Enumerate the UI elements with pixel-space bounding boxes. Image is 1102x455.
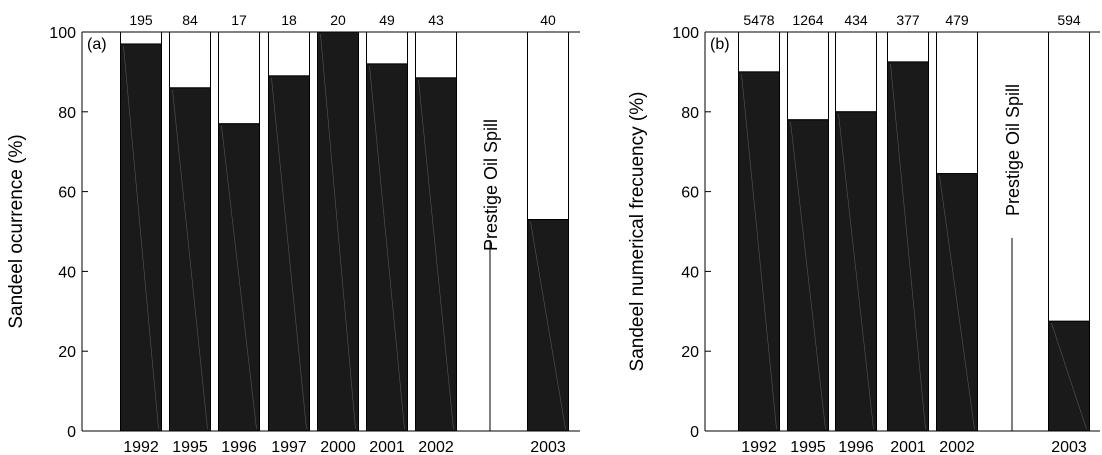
bar-diagonal [172, 89, 208, 430]
bar-remainder [936, 31, 978, 175]
bar-diagonal [838, 113, 874, 430]
x-tick-label: 1996 [838, 439, 874, 455]
x-tick-label: 1992 [123, 439, 159, 455]
bar-diagonal [530, 221, 566, 430]
bar [317, 31, 359, 432]
bar-remainder [738, 31, 780, 73]
bar-remainder [366, 31, 408, 65]
y-tick-label: 100 [49, 25, 76, 42]
bar-diagonal [741, 73, 777, 430]
x-tick-label: 1995 [790, 439, 826, 455]
y-tick-label: 20 [681, 344, 699, 361]
oil-spill-annotation: Prestige Oil Spill [481, 119, 501, 251]
bar-remainder [835, 31, 877, 113]
bar-diagonal [418, 79, 454, 430]
x-tick-label: 2002 [418, 439, 454, 455]
sample-size-label: 43 [428, 12, 444, 28]
y-tick-label: 0 [690, 424, 699, 441]
sample-size-label: 49 [379, 12, 395, 28]
y-tick-label: 40 [681, 264, 699, 281]
bar-remainder [218, 31, 260, 125]
bar-diagonal [890, 63, 926, 430]
x-tick-label: 2001 [369, 439, 405, 455]
sample-size-label: 20 [330, 12, 346, 28]
sample-size-label: 40 [540, 12, 556, 28]
bar-remainder [887, 31, 929, 63]
x-tick-label: 1997 [271, 439, 307, 455]
x-tick-label: 1992 [741, 439, 777, 455]
sample-size-label: 18 [281, 12, 297, 28]
bar-diagonal [369, 65, 405, 430]
bar-diagonal [1051, 323, 1087, 430]
y-tick-label: 80 [681, 105, 699, 122]
sample-size-label: 17 [231, 12, 247, 28]
x-tick-label: 2003 [1051, 439, 1087, 455]
bar-remainder [268, 31, 310, 77]
bar-diagonal [221, 125, 257, 430]
y-axis-title: Sandeel ocurrence (%) [6, 134, 27, 328]
bar-remainder [787, 31, 829, 121]
sample-size-label: 479 [945, 12, 969, 28]
sample-size-label: 434 [844, 12, 868, 28]
bar-remainder [120, 31, 162, 45]
sample-size-label: 5478 [743, 12, 774, 28]
x-tick-label: 1995 [172, 439, 208, 455]
y-axis-title: Sandeel numerical frecuency (%) [627, 92, 648, 372]
sample-size-label: 1264 [792, 12, 823, 28]
bar-diagonal [939, 175, 975, 430]
panel-label: (a) [87, 36, 107, 53]
x-tick-label: 2002 [939, 439, 975, 455]
x-tick-label: 2000 [320, 439, 356, 455]
y-tick-label: 20 [58, 344, 76, 361]
bar [120, 43, 162, 432]
y-tick-label: 100 [672, 25, 699, 42]
bar-remainder [169, 31, 211, 89]
bar-remainder [415, 31, 457, 79]
sample-size-label: 84 [182, 12, 198, 28]
x-tick-label: 1996 [221, 439, 257, 455]
y-tick-label: 60 [681, 185, 699, 202]
bar-remainder [1048, 31, 1090, 322]
x-tick-label: 2001 [890, 439, 926, 455]
sample-size-label: 377 [896, 12, 920, 28]
chart-panel-a: 0 20 40 60 80 100 Sandeel ocurrence (%) (a) 195 1… [6, 12, 580, 455]
y-tick-label: 80 [58, 105, 76, 122]
bar-diagonal [271, 77, 307, 430]
oil-spill-annotation: Prestige Oil Spill [1003, 84, 1023, 216]
x-tick-label: 2003 [530, 439, 566, 455]
bar-diagonal [123, 45, 159, 430]
sample-size-label: 594 [1057, 12, 1081, 28]
y-tick-label: 0 [67, 424, 76, 441]
y-tick-label: 60 [58, 185, 76, 202]
chart-panel-b: 0 20 40 60 80 100 Sandeel numerical frecuency … [627, 12, 1100, 455]
bar-diagonal [790, 121, 826, 430]
y-tick-label: 40 [58, 264, 76, 281]
panel-label: (b) [710, 36, 730, 53]
bar-remainder [527, 31, 569, 221]
bar-diagonal [320, 33, 356, 430]
sample-size-label: 195 [129, 12, 153, 28]
